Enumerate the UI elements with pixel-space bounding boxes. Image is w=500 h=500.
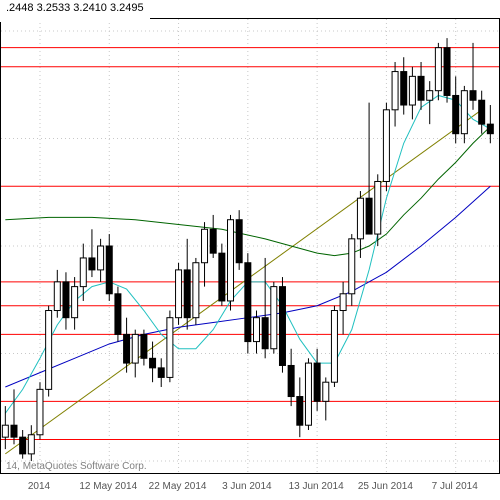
x-tick-label: 13 Jun 2014 <box>289 481 344 492</box>
x-tick-label: 22 May 2014 <box>149 481 207 492</box>
x-tick-label: 7 Jul 2014 <box>432 481 478 492</box>
ohlc-header: .2448 3.2533 3.2410 3.2495 <box>0 0 150 22</box>
copyright-year: 14, <box>6 461 23 472</box>
x-tick-label: 12 May 2014 <box>79 481 137 492</box>
x-tick-label: 3 Jun 2014 <box>222 481 272 492</box>
x-tick-label: 25 Jun 2014 <box>358 481 413 492</box>
chart-container: .2448 3.2533 3.2410 3.2495 14, MetaQuote… <box>0 0 500 500</box>
copyright-text: 14, MetaQuotes Software Corp. <box>6 461 147 472</box>
copyright-company: MetaQuotes Software Corp. <box>23 461 147 472</box>
chart-svg <box>1 19 499 473</box>
x-tick-label: 2014 <box>28 481 50 492</box>
price-plot[interactable] <box>0 18 500 474</box>
x-axis-labels: 2014 12 May 2014 22 May 2014 3 Jun 2014 13 J… <box>0 474 500 500</box>
